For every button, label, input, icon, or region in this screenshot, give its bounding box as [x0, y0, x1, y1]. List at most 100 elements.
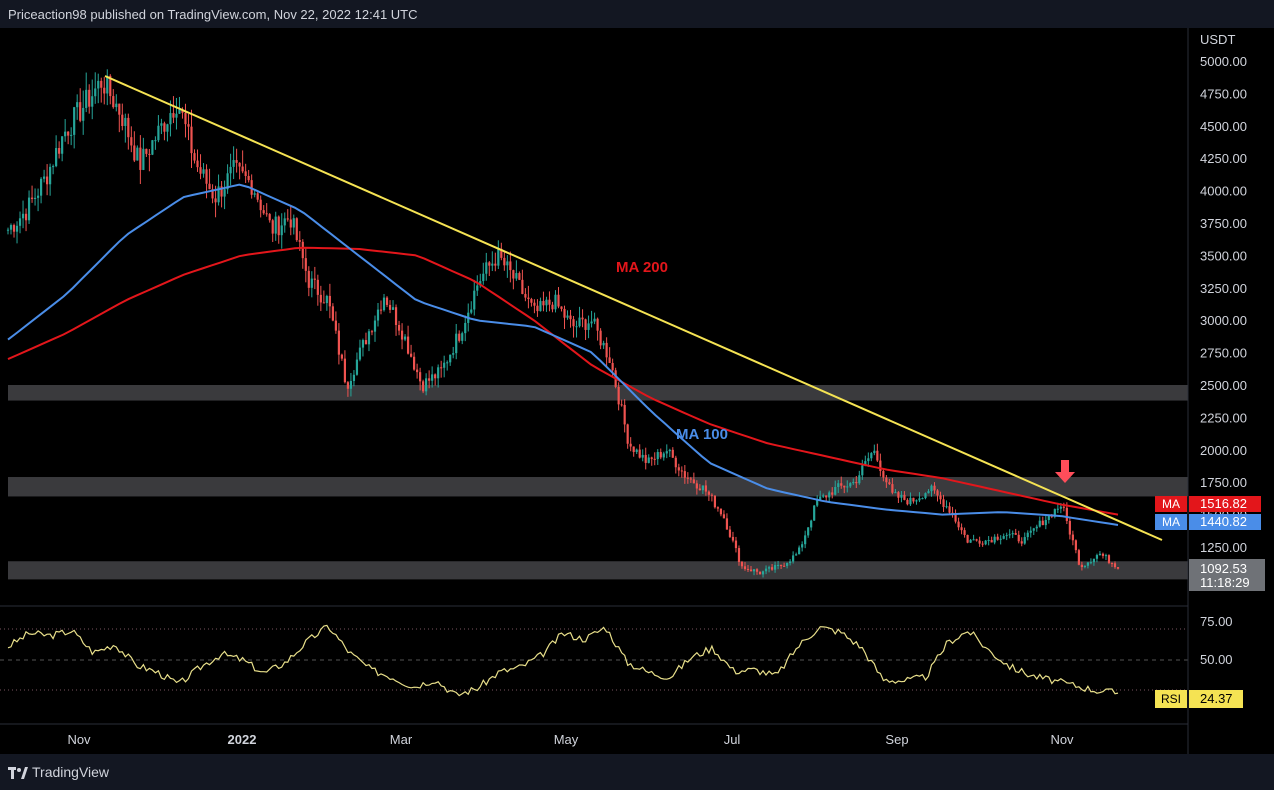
- candle: [100, 77, 103, 103]
- candle: [879, 453, 882, 477]
- time-axis[interactable]: Nov 2022 Mar May Jul Sep Nov: [67, 732, 1074, 747]
- candle: [743, 562, 747, 571]
- candle: [373, 315, 377, 342]
- candle: [115, 94, 118, 112]
- candle: [449, 354, 452, 366]
- candle: [416, 363, 419, 379]
- candle: [966, 534, 969, 544]
- candle: [97, 73, 100, 104]
- candle: [969, 538, 972, 543]
- candle: [394, 304, 398, 336]
- candle: [145, 148, 148, 157]
- candle: [157, 115, 160, 143]
- candle: [722, 510, 726, 519]
- ma200-badge: MA 1516.82: [1155, 496, 1261, 512]
- candle: [599, 328, 602, 350]
- candle: [1005, 532, 1008, 541]
- candle: [491, 251, 494, 272]
- candle: [677, 463, 680, 477]
- publisher-text: Priceaction98 published on TradingView.c…: [8, 7, 418, 22]
- candle: [382, 293, 386, 312]
- candle: [641, 449, 644, 462]
- candle: [942, 494, 945, 512]
- candle: [265, 203, 268, 217]
- rsi-tick-75: 75.00: [1200, 614, 1233, 629]
- candle: [683, 465, 686, 484]
- candle: [226, 164, 229, 194]
- candle: [834, 480, 837, 496]
- candle: [816, 495, 819, 508]
- candle: [244, 163, 247, 184]
- candle: [608, 347, 611, 364]
- candle: [488, 261, 491, 277]
- price-tick-10: 2500.00: [1200, 378, 1247, 393]
- price-tick-13: 1750.00: [1200, 475, 1247, 490]
- candle: [855, 475, 858, 489]
- candle: [644, 447, 647, 470]
- candle: [238, 162, 241, 180]
- x-tick-2022: 2022: [228, 732, 257, 747]
- candle: [178, 96, 181, 115]
- candle: [921, 497, 924, 500]
- candle: [779, 564, 783, 570]
- price-axis[interactable]: 5000.00 4750.00 4500.00 4250.00 4000.00 3750.…: [1200, 54, 1247, 555]
- candle: [33, 188, 37, 206]
- ma200-badge-label: MA: [1162, 497, 1180, 511]
- candle: [172, 96, 175, 124]
- candle: [530, 297, 533, 307]
- tradingview-logo[interactable]: TradingView: [8, 764, 109, 780]
- candle: [1095, 553, 1099, 563]
- candle: [1023, 532, 1026, 545]
- publisher-header: Priceaction98 published on TradingView.c…: [0, 0, 1274, 28]
- candle: [422, 379, 425, 394]
- candle: [419, 367, 422, 391]
- candle: [999, 535, 1002, 545]
- candle: [409, 344, 413, 358]
- candle: [367, 328, 371, 352]
- candle: [76, 94, 79, 120]
- candle: [12, 223, 16, 238]
- price-chart[interactable]: MA 200 MA 100 USDT 5000.00 4750.00 4500.00…: [0, 28, 1274, 754]
- candle: [984, 539, 987, 546]
- candle: [798, 545, 801, 555]
- candle: [292, 214, 295, 235]
- candle: [52, 164, 55, 175]
- ma200-badge-value: 1516.82: [1200, 496, 1247, 511]
- footer-bar: TradingView: [0, 754, 1274, 790]
- candle: [73, 106, 76, 149]
- candle: [400, 323, 404, 350]
- candle: [948, 502, 951, 515]
- ma100-badge: MA 1440.82: [1155, 514, 1261, 530]
- candle: [151, 139, 154, 156]
- price-tick-12: 2000.00: [1200, 443, 1247, 458]
- candle: [121, 103, 124, 131]
- candle: [665, 444, 668, 459]
- candle: [707, 490, 710, 501]
- candle: [328, 283, 331, 319]
- candle: [1035, 524, 1038, 532]
- candle: [1026, 530, 1029, 541]
- candle: [412, 352, 416, 371]
- candle: [434, 373, 437, 386]
- candle: [590, 310, 593, 328]
- candle: [813, 504, 816, 521]
- candle: [250, 174, 253, 199]
- candle: [686, 472, 689, 484]
- candle: [1071, 530, 1074, 546]
- candle: [301, 239, 304, 269]
- tradingview-brand: TradingView: [32, 764, 110, 780]
- candle: [274, 211, 277, 241]
- candle: [918, 492, 921, 503]
- candle: [133, 131, 136, 163]
- candle: [124, 113, 127, 143]
- candle: [623, 399, 626, 433]
- candle: [55, 135, 58, 168]
- candle: [283, 212, 286, 233]
- candle: [960, 523, 963, 535]
- candle: [39, 177, 43, 204]
- candle: [461, 331, 464, 345]
- candle: [232, 146, 235, 180]
- chart-area[interactable]: MA 200 MA 100 USDT 5000.00 4750.00 4500.00…: [0, 28, 1274, 754]
- candle: [909, 492, 912, 506]
- candle: [822, 493, 825, 498]
